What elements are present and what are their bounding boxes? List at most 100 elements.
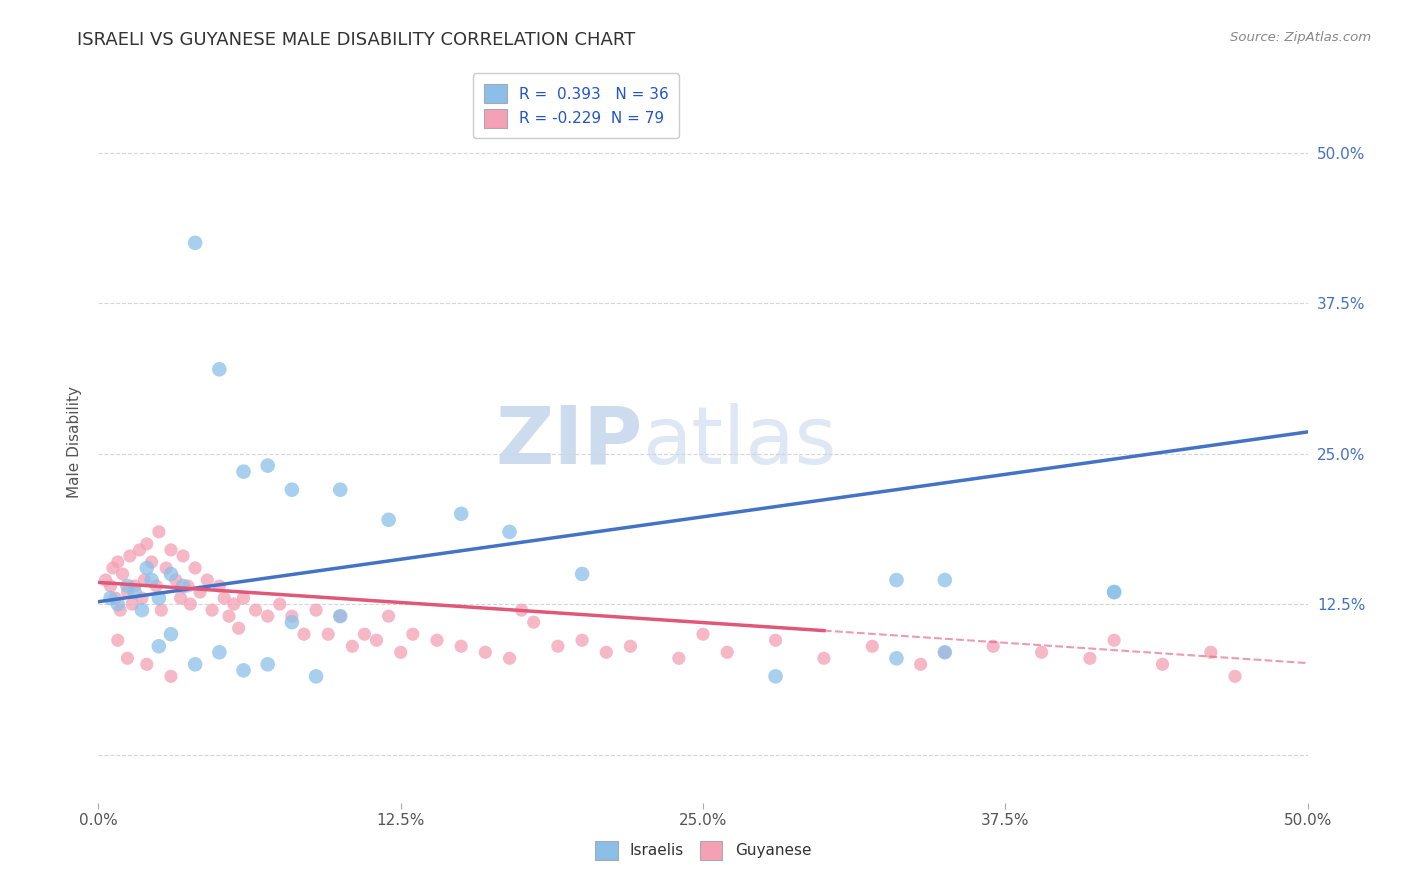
- Point: [118, 549, 141, 563]
- Point: [668, 651, 690, 665]
- Point: [281, 609, 304, 624]
- Point: [860, 639, 883, 653]
- Point: [232, 591, 254, 606]
- Point: [329, 483, 352, 497]
- Point: [117, 579, 139, 593]
- Point: [281, 615, 304, 630]
- Point: [1031, 645, 1053, 659]
- Point: [131, 591, 153, 606]
- Point: [121, 597, 143, 611]
- Point: [981, 639, 1004, 653]
- Point: [523, 615, 546, 630]
- Point: [94, 573, 117, 587]
- Point: [389, 645, 412, 659]
- Point: [886, 651, 908, 665]
- Point: [232, 664, 254, 678]
- Point: [1102, 585, 1125, 599]
- Point: [169, 591, 191, 606]
- Point: [232, 465, 254, 479]
- Point: [281, 483, 304, 497]
- Point: [450, 639, 472, 653]
- Point: [1152, 657, 1174, 672]
- Point: [148, 591, 170, 606]
- Point: [150, 603, 173, 617]
- Point: [148, 639, 170, 653]
- Point: [172, 579, 194, 593]
- Point: [886, 573, 908, 587]
- Point: [160, 542, 183, 557]
- Point: [934, 645, 956, 659]
- Point: [510, 603, 533, 617]
- Point: [177, 579, 200, 593]
- Point: [160, 627, 183, 641]
- Point: [148, 524, 170, 539]
- Point: [184, 657, 207, 672]
- Point: [1223, 669, 1246, 683]
- Point: [377, 513, 399, 527]
- Point: [208, 579, 231, 593]
- Point: [184, 561, 207, 575]
- Point: [145, 579, 167, 593]
- Point: [571, 633, 593, 648]
- Point: [101, 561, 124, 575]
- Point: [100, 591, 122, 606]
- Point: [100, 579, 122, 593]
- Point: [131, 603, 153, 617]
- Point: [160, 669, 183, 683]
- Point: [765, 669, 787, 683]
- Point: [716, 645, 738, 659]
- Point: [141, 573, 163, 587]
- Point: [179, 597, 201, 611]
- Point: [498, 524, 520, 539]
- Point: [547, 639, 569, 653]
- Legend: Israelis, Guyanese: Israelis, Guyanese: [588, 833, 818, 867]
- Point: [692, 627, 714, 641]
- Text: ZIP: ZIP: [495, 402, 643, 481]
- Point: [172, 549, 194, 563]
- Point: [245, 603, 267, 617]
- Point: [107, 555, 129, 569]
- Point: [208, 645, 231, 659]
- Point: [184, 235, 207, 250]
- Point: [269, 597, 291, 611]
- Point: [124, 579, 146, 593]
- Point: [222, 597, 245, 611]
- Point: [305, 603, 328, 617]
- Point: [813, 651, 835, 665]
- Point: [1199, 645, 1222, 659]
- Point: [208, 362, 231, 376]
- Point: [366, 633, 388, 648]
- Point: [377, 609, 399, 624]
- Point: [1078, 651, 1101, 665]
- Point: [934, 573, 956, 587]
- Point: [353, 627, 375, 641]
- Text: ISRAELI VS GUYANESE MALE DISABILITY CORRELATION CHART: ISRAELI VS GUYANESE MALE DISABILITY CORR…: [77, 31, 636, 49]
- Point: [765, 633, 787, 648]
- Point: [117, 585, 139, 599]
- Point: [134, 573, 156, 587]
- Point: [108, 603, 131, 617]
- Point: [107, 633, 129, 648]
- Point: [195, 573, 218, 587]
- Point: [1102, 633, 1125, 648]
- Point: [450, 507, 472, 521]
- Point: [316, 627, 339, 641]
- Point: [165, 573, 187, 587]
- Point: [218, 609, 240, 624]
- Point: [305, 669, 328, 683]
- Point: [212, 591, 235, 606]
- Point: [160, 567, 183, 582]
- Point: [595, 645, 617, 659]
- Point: [474, 645, 496, 659]
- Point: [135, 537, 157, 551]
- Point: [201, 603, 224, 617]
- Point: [107, 597, 129, 611]
- Point: [104, 591, 127, 606]
- Point: [111, 567, 134, 582]
- Point: [141, 555, 163, 569]
- Point: [292, 627, 315, 641]
- Point: [128, 542, 150, 557]
- Point: [228, 621, 250, 635]
- Point: [124, 585, 146, 599]
- Point: [1102, 585, 1125, 599]
